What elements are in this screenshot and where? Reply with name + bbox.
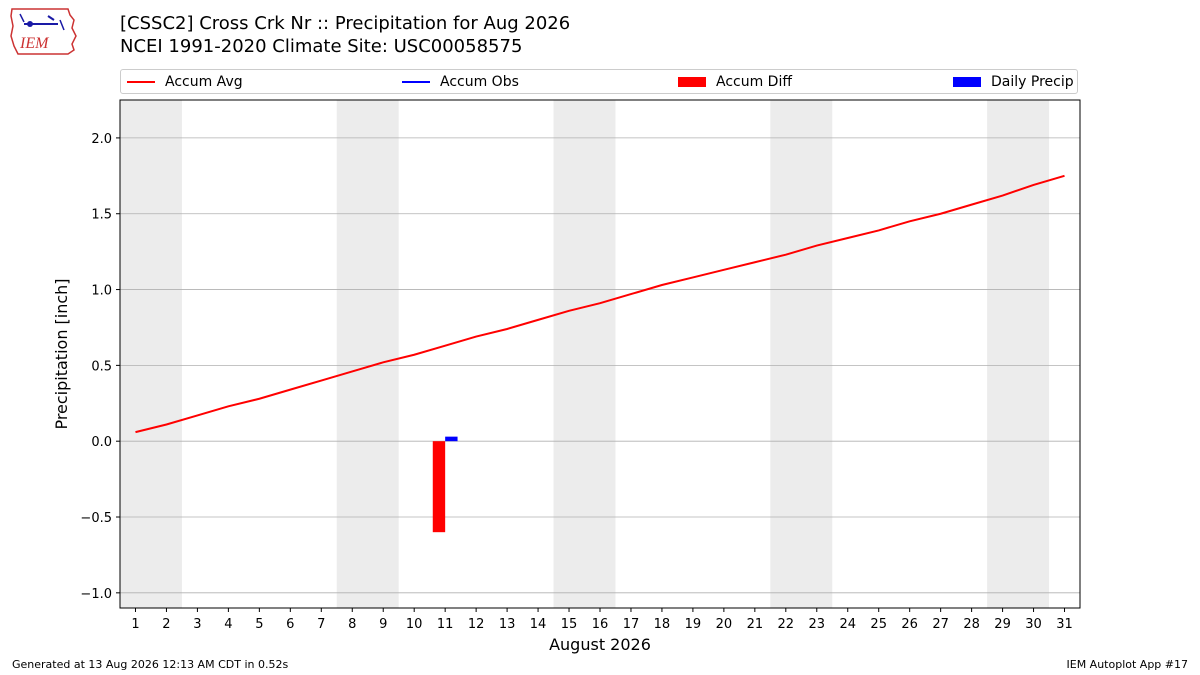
x-tick-label-29: 30 [1025,617,1042,632]
footer-app: IEM Autoplot App #17 [1066,658,1189,671]
x-tick-label-12: 13 [499,617,516,632]
legend-swatch-daily-precip [953,77,981,87]
x-tick-label-5: 6 [286,617,294,632]
x-tick-label-3: 4 [224,617,232,632]
legend-label-accum-diff: Accum Diff [716,74,793,90]
x-tick-label-10: 11 [437,617,454,632]
title-line-2: NCEI 1991-2020 Climate Site: USC00058575 [120,36,523,57]
x-tick-label-7: 8 [348,617,356,632]
weekend-band-2 [553,100,616,608]
x-tick-label-21: 22 [778,617,795,632]
x-tick-label-13: 14 [530,617,547,632]
chart-title: [CSSC2] Cross Crk Nr :: Precipitation fo… [120,12,570,58]
weekend-band-0 [120,100,182,608]
y-tick-label-1: −0.5 [80,511,112,526]
x-tick-label-28: 29 [994,617,1011,632]
legend-label-accum-avg: Accum Avg [165,74,243,90]
x-tick-label-15: 16 [592,617,609,632]
x-tick-label-27: 28 [963,617,980,632]
legend-swatch-accum-obs [402,81,430,83]
x-tick-label-26: 27 [932,617,949,632]
y-tick-label-4: 1.0 [91,284,112,299]
x-tick-label-18: 19 [685,617,702,632]
legend-swatch-accum-avg [127,81,155,83]
y-tick-label-0: −1.0 [80,587,112,602]
x-tick-label-25: 26 [901,617,918,632]
x-tick-label-1: 2 [162,617,170,632]
x-tick-label-8: 9 [379,617,387,632]
x-tick-label-6: 7 [317,617,325,632]
x-tick-label-0: 1 [131,617,139,632]
footer-generated: Generated at 13 Aug 2026 12:13 AM CDT in… [12,658,289,671]
y-tick-label-2: 0.0 [91,435,112,450]
x-tick-label-23: 24 [839,617,856,632]
weekend-band-4 [987,100,1050,608]
legend-item-accum-diff: Accum Diff [678,73,792,91]
title-line-1: [CSSC2] Cross Crk Nr :: Precipitation fo… [120,13,571,34]
x-tick-label-16: 17 [623,617,640,632]
y-axis-label: Precipitation [inch] [52,278,71,429]
legend-item-accum-obs: Accum Obs [402,73,519,91]
x-axis-label: August 2026 [549,635,651,654]
iem-logo-text: IEM [19,35,50,52]
x-tick-label-14: 15 [561,617,578,632]
chart-legend: Accum Avg Accum Obs Accum Diff Daily Pre… [120,69,1078,94]
x-tick-label-24: 25 [870,617,887,632]
accum-avg-line [135,174,1065,434]
weekend-band-3 [770,100,833,608]
y-tick-label-6: 2.0 [91,132,112,147]
x-tick-label-9: 10 [406,617,423,632]
weekend-band-1 [336,100,399,608]
legend-swatch-accum-diff [678,77,706,87]
y-tick-label-5: 1.5 [91,208,112,223]
legend-label-accum-obs: Accum Obs [440,74,519,90]
x-tick-label-17: 18 [654,617,671,632]
x-tick-label-4: 5 [255,617,263,632]
x-tick-label-2: 3 [193,617,201,632]
legend-item-daily-precip: Daily Precip [953,73,1074,91]
daily-precip-bar-0 [445,436,458,442]
accum-diff-bar-0 [432,441,446,533]
legend-item-accum-avg: Accum Avg [127,73,243,91]
iem-logo: IEM [8,6,80,58]
x-tick-label-30: 31 [1056,617,1073,632]
x-tick-label-22: 23 [809,617,826,632]
x-tick-label-11: 12 [468,617,485,632]
legend-label-daily-precip: Daily Precip [991,74,1074,90]
x-tick-label-20: 21 [747,617,764,632]
y-tick-label-3: 0.5 [91,359,112,374]
x-tick-label-19: 20 [716,617,733,632]
